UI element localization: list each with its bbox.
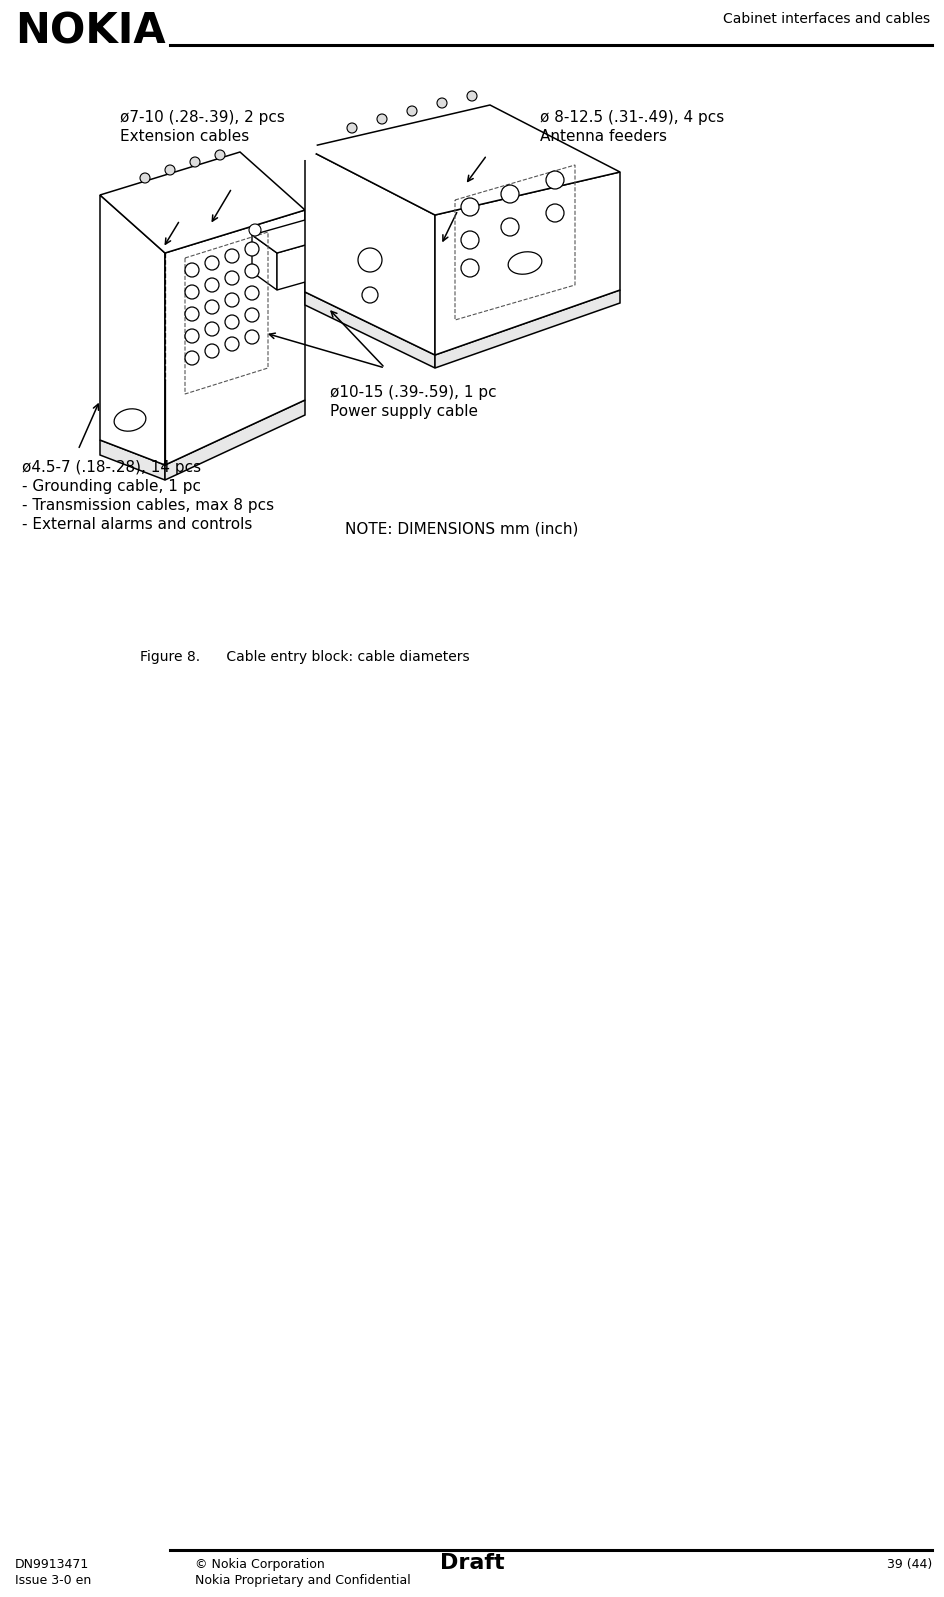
Circle shape: [461, 198, 479, 216]
Circle shape: [205, 343, 219, 358]
Circle shape: [245, 243, 259, 256]
Text: Extension cables: Extension cables: [120, 129, 249, 144]
Circle shape: [501, 185, 519, 203]
Circle shape: [461, 232, 479, 249]
Circle shape: [185, 284, 199, 299]
Circle shape: [245, 264, 259, 278]
Circle shape: [461, 259, 479, 276]
Circle shape: [245, 308, 259, 323]
Circle shape: [249, 224, 261, 236]
Circle shape: [205, 323, 219, 335]
Circle shape: [225, 249, 239, 264]
Text: © Nokia Corporation: © Nokia Corporation: [195, 1559, 325, 1571]
Text: NOKIA: NOKIA: [15, 10, 165, 53]
Text: - Grounding cable, 1 pc: - Grounding cable, 1 pc: [22, 479, 201, 493]
Polygon shape: [100, 195, 165, 465]
Circle shape: [245, 286, 259, 300]
Circle shape: [205, 300, 219, 315]
Circle shape: [546, 204, 564, 222]
Circle shape: [185, 307, 199, 321]
Text: Figure 8.      Cable entry block: cable diameters: Figure 8. Cable entry block: cable diame…: [140, 650, 469, 664]
Circle shape: [546, 171, 564, 188]
Text: ø4.5-7 (.18-.28), 14 pcs: ø4.5-7 (.18-.28), 14 pcs: [22, 460, 201, 474]
Polygon shape: [252, 235, 277, 291]
Polygon shape: [165, 209, 305, 465]
Circle shape: [245, 331, 259, 343]
Circle shape: [467, 91, 477, 101]
Circle shape: [347, 123, 357, 133]
Circle shape: [165, 164, 175, 176]
Text: Antenna feeders: Antenna feeders: [540, 129, 667, 144]
Circle shape: [185, 264, 199, 276]
Text: Power supply cable: Power supply cable: [330, 404, 478, 418]
Text: DN9913471: DN9913471: [15, 1559, 90, 1571]
Polygon shape: [277, 238, 330, 291]
Circle shape: [358, 248, 382, 271]
Polygon shape: [305, 149, 435, 355]
Polygon shape: [305, 105, 620, 216]
Polygon shape: [165, 399, 305, 481]
Circle shape: [225, 271, 239, 284]
Text: Cabinet interfaces and cables: Cabinet interfaces and cables: [723, 13, 930, 26]
Text: Draft: Draft: [440, 1552, 504, 1573]
Circle shape: [437, 97, 447, 109]
Circle shape: [225, 315, 239, 329]
Polygon shape: [100, 441, 165, 481]
Circle shape: [185, 329, 199, 343]
Circle shape: [225, 292, 239, 307]
Text: - External alarms and controls: - External alarms and controls: [22, 517, 252, 532]
Text: ø10-15 (.39-.59), 1 pc: ø10-15 (.39-.59), 1 pc: [330, 385, 497, 399]
Polygon shape: [435, 172, 620, 355]
Circle shape: [407, 105, 417, 117]
Circle shape: [215, 150, 225, 160]
Circle shape: [140, 172, 150, 184]
Text: ø 8-12.5 (.31-.49), 4 pcs: ø 8-12.5 (.31-.49), 4 pcs: [540, 110, 724, 125]
Text: 39 (44): 39 (44): [886, 1559, 932, 1571]
Circle shape: [225, 337, 239, 351]
Circle shape: [185, 351, 199, 366]
Circle shape: [377, 113, 387, 125]
Ellipse shape: [114, 409, 146, 431]
Polygon shape: [100, 152, 305, 252]
Circle shape: [501, 219, 519, 236]
Text: NOTE: DIMENSIONS mm (inch): NOTE: DIMENSIONS mm (inch): [345, 522, 579, 537]
Circle shape: [362, 287, 378, 303]
Circle shape: [205, 278, 219, 292]
Ellipse shape: [508, 252, 542, 275]
Circle shape: [190, 157, 200, 168]
Polygon shape: [305, 292, 435, 367]
Circle shape: [293, 136, 317, 160]
Text: - Transmission cables, max 8 pcs: - Transmission cables, max 8 pcs: [22, 498, 274, 513]
Text: Issue 3-0 en: Issue 3-0 en: [15, 1575, 92, 1587]
Polygon shape: [435, 291, 620, 367]
Text: ø7-10 (.28-.39), 2 pcs: ø7-10 (.28-.39), 2 pcs: [120, 110, 285, 125]
Circle shape: [205, 256, 219, 270]
Polygon shape: [252, 220, 330, 252]
Text: Nokia Proprietary and Confidential: Nokia Proprietary and Confidential: [195, 1575, 411, 1587]
